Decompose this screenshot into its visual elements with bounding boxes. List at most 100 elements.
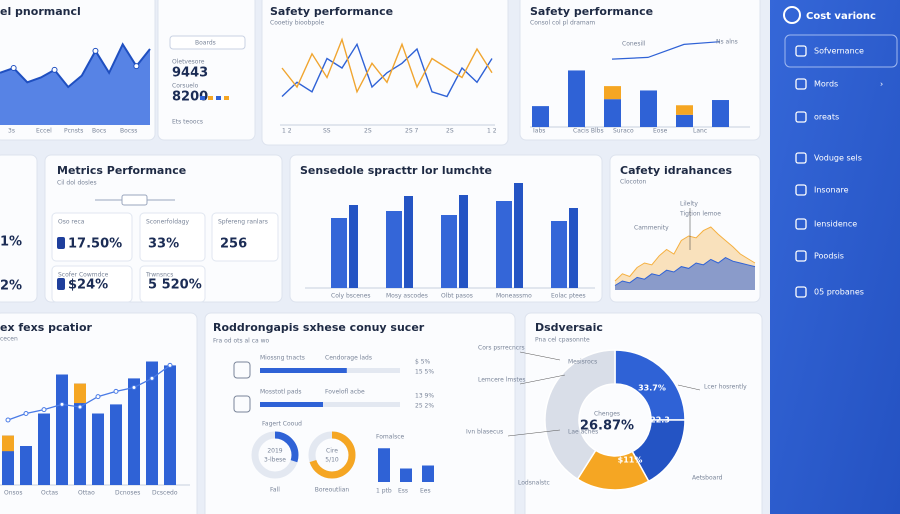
slice-label: 33.7% [638, 384, 666, 393]
bar [386, 211, 402, 288]
panel-subtitle: Clocoton [620, 179, 647, 186]
point [167, 362, 173, 368]
button[interactable] [169, 35, 246, 50]
bar [400, 468, 412, 482]
track [260, 402, 400, 407]
bar [676, 114, 693, 127]
x-label: 2S 7 [405, 128, 419, 135]
sidebar-item[interactable]: Iensidence [814, 220, 857, 229]
caption: Fagert Cooud [262, 421, 302, 428]
callout: Ivn blasecus [466, 429, 503, 436]
pie-slice [544, 349, 616, 481]
bar [514, 183, 523, 288]
kpi-label: Sconerfoldagy [146, 219, 189, 226]
point [23, 411, 29, 416]
area [0, 44, 150, 125]
mini-bar [216, 96, 221, 100]
item-icon [795, 218, 807, 230]
panel [204, 312, 516, 514]
row-icon [233, 361, 251, 379]
sidebar-item[interactable]: Sofvernance [814, 47, 864, 56]
bar [92, 413, 104, 485]
button-label[interactable]: Boards [195, 40, 216, 47]
x-label: Dcnoses [115, 490, 140, 497]
point [92, 47, 99, 54]
annotation: Conesill [622, 41, 646, 48]
slice-label: $11% [618, 456, 643, 465]
stat-label: Oletvesore [172, 59, 205, 66]
row-sub: Cendorage lads [325, 355, 372, 362]
bar [422, 465, 434, 482]
line [281, 42, 493, 98]
row-text: 13 9% [415, 393, 434, 400]
panel-subtitle: Fra od ots al ca wo [213, 338, 270, 345]
bar [349, 205, 358, 288]
bar [20, 446, 32, 485]
leader [519, 351, 561, 361]
leader [519, 374, 566, 385]
annotation: Cammenity [634, 225, 669, 232]
chart-title: Fomalsce [376, 434, 405, 441]
pie-center: Chenges [594, 411, 620, 418]
slice-label: 22.3 [650, 416, 670, 425]
callout: Mesisrocs [568, 359, 597, 366]
x-label: Ottao [78, 490, 95, 497]
bar-segment [74, 383, 86, 404]
panel-title: Safety performance [530, 5, 653, 18]
x-label: SS [323, 128, 331, 135]
item-icon [795, 152, 807, 164]
sidebar-item[interactable]: Voduge sels [814, 154, 862, 163]
area-line [614, 226, 756, 282]
sidebar-item[interactable]: Insonare [814, 186, 849, 195]
point [149, 375, 155, 381]
bar [74, 383, 86, 485]
sidebar-item[interactable]: Mords [814, 80, 838, 89]
panel [0, 154, 38, 303]
kpi-label: Spfereng ranlars [218, 219, 268, 226]
slider-knob[interactable] [121, 194, 148, 206]
progress [260, 368, 347, 373]
panel-title: Safety performance [270, 5, 393, 18]
panel-subtitle: cecen [0, 336, 18, 343]
donut-label: Fall [270, 487, 280, 494]
kpi-card [211, 212, 279, 262]
item-icon [795, 250, 807, 262]
x-label: Eose [653, 128, 668, 135]
kpi-icon [57, 278, 65, 290]
line [611, 41, 721, 60]
bar [568, 70, 585, 127]
bar [604, 99, 621, 127]
x-label: 1 2 [282, 128, 292, 135]
x-label: 3s [8, 128, 15, 135]
line [281, 37, 493, 94]
row-sub: Fovelofl acbe [325, 389, 365, 396]
kpi-value: $24% [68, 278, 108, 293]
panel-title: Roddrongapis sxhese conuy sucer [213, 321, 425, 334]
item-icon [795, 286, 807, 298]
row-label: Mosstotl pads [260, 389, 301, 396]
sidebar-item[interactable]: 05 probanes [814, 288, 864, 297]
x-label: Olbt pasos [441, 293, 473, 300]
panel-subtitle: Cooetiy bioobpole [270, 20, 324, 27]
kpi-value: 5 520% [148, 278, 202, 293]
x-label: Ess [398, 488, 408, 495]
progress [260, 402, 323, 407]
callout: Lae aches [568, 429, 598, 436]
sidebar-title: Cost varionc [806, 11, 876, 22]
donut-arc [251, 431, 299, 479]
x-label: 2S [446, 128, 454, 135]
point [113, 388, 119, 394]
sidebar-item[interactable]: oreats [814, 113, 839, 122]
kpi-card [139, 265, 206, 303]
row-text: $ 5% [415, 359, 431, 366]
bar-segment [2, 435, 14, 452]
callout: Lcer hosrently [704, 384, 747, 391]
x-label: Moneassmo [496, 293, 532, 300]
bar [441, 215, 457, 288]
callout: Cors psrrecncrs [478, 345, 525, 352]
sidebar-item[interactable]: Poodsis [814, 252, 844, 261]
row-text: 15 5% [415, 369, 434, 376]
x-label: 2S [364, 128, 372, 135]
kpi-value: 1% [0, 235, 22, 250]
item-icon [795, 184, 807, 196]
